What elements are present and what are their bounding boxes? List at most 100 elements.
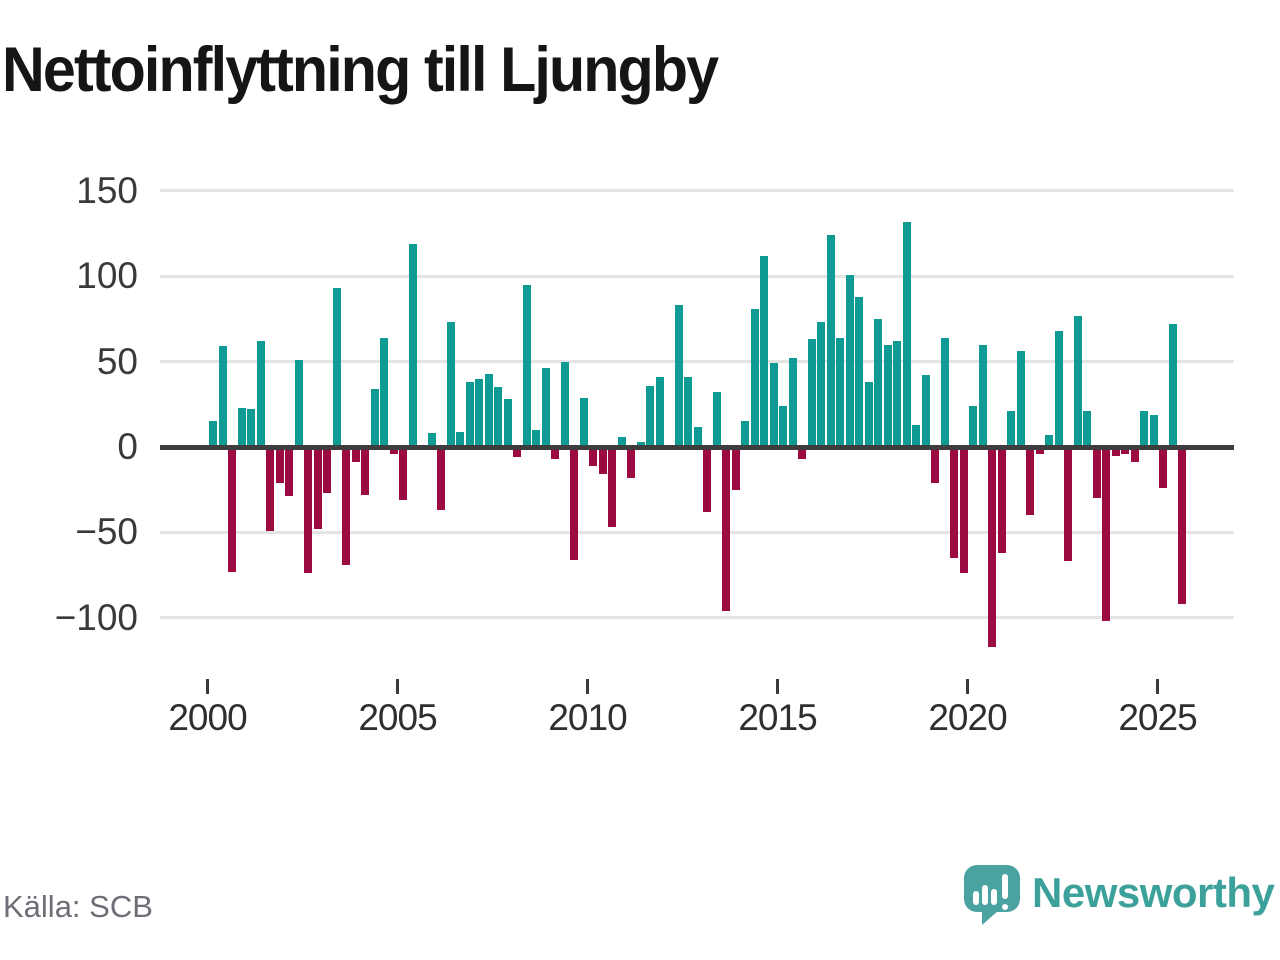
bar-2022-Q2	[1054, 330, 1063, 447]
bar-2001-Q4	[275, 447, 284, 483]
bar-2018-Q3	[912, 424, 920, 447]
bar-2016-Q2	[826, 235, 835, 447]
bar-2015-Q1	[779, 406, 787, 447]
bar-2004-Q3	[380, 337, 388, 447]
bar-2019-Q3	[950, 447, 958, 558]
bar-2004-Q1	[361, 447, 369, 495]
bar-2000-Q3	[228, 447, 236, 572]
bar-2015-Q3	[798, 447, 806, 459]
bar-2010-Q2	[598, 447, 607, 475]
bar-2005-Q2	[408, 243, 417, 447]
bar-2022-Q3	[1064, 447, 1072, 562]
bar-2009-Q4	[579, 397, 588, 447]
x-axis-tick	[776, 679, 779, 694]
bar-2003-Q4	[351, 447, 360, 463]
bar-2011-Q1	[627, 447, 635, 478]
y-axis-tick-label: 150	[76, 169, 138, 211]
bar-2000-Q4	[237, 407, 246, 447]
bar-2001-Q2	[256, 341, 265, 447]
bar-2023-Q3	[1102, 447, 1110, 622]
bar-2018-Q1	[893, 341, 901, 447]
bar-2013-Q3	[722, 447, 730, 611]
brand-name: Newsworthy	[1032, 869, 1275, 916]
bar-2007-Q3	[494, 387, 502, 447]
bar-2021-Q3	[1026, 447, 1034, 516]
x-axis-tick-label: 2005	[358, 697, 437, 738]
bar-2023-Q4	[1111, 447, 1120, 456]
bar-2024-Q2	[1130, 447, 1139, 463]
x-axis-tick-label: 2010	[548, 697, 627, 738]
bar-2007-Q4	[503, 399, 512, 447]
bar-2008-Q2	[522, 284, 531, 447]
bar-2013-Q4	[731, 447, 740, 490]
bar-2020-Q1	[969, 406, 977, 447]
bar-2017-Q4	[883, 344, 892, 447]
bar-2016-Q3	[836, 337, 844, 447]
bar-2007-Q2	[484, 373, 493, 447]
bar-2010-Q4	[617, 436, 626, 447]
bar-2019-Q4	[959, 447, 968, 574]
bar-2017-Q2	[864, 382, 873, 447]
bar-2013-Q1	[703, 447, 711, 512]
bar-2003-Q3	[342, 447, 350, 565]
bar-2020-Q4	[997, 447, 1006, 553]
bar-2008-Q1	[513, 447, 521, 458]
y-gridline	[160, 189, 1234, 193]
bar-2016-Q4	[845, 274, 854, 447]
speech-bubble-icon	[964, 865, 1020, 925]
bar-2018-Q4	[921, 375, 930, 447]
bar-2011-Q4	[655, 377, 664, 447]
bar-2012-Q3	[684, 377, 692, 447]
logo-chart-bar-icon	[991, 889, 997, 905]
y-gridline	[160, 360, 1234, 364]
bar-2002-Q3	[304, 447, 312, 574]
bar-2006-Q2	[446, 322, 455, 447]
bar-2004-Q4	[389, 447, 398, 454]
bar-2011-Q3	[646, 385, 654, 447]
x-axis-tick-label: 2025	[1118, 697, 1197, 738]
bar-2011-Q2	[636, 441, 645, 447]
bar-2004-Q2	[370, 388, 379, 447]
bar-2008-Q4	[541, 368, 550, 447]
bar-2021-Q2	[1016, 351, 1025, 447]
bar-2001-Q1	[247, 409, 255, 447]
bar-2014-Q3	[760, 255, 768, 447]
bar-2025-Q2	[1168, 324, 1177, 447]
x-axis-tick	[1156, 679, 1159, 694]
bar-2009-Q1	[551, 447, 559, 459]
bar-2008-Q3	[532, 429, 540, 447]
bar-2017-Q3	[874, 318, 882, 447]
bar-2022-Q4	[1073, 315, 1082, 447]
chart-title: Nettoinflyttning till Ljungby	[2, 35, 719, 105]
bar-2003-Q2	[332, 288, 341, 447]
x-axis-tick	[396, 679, 399, 694]
bar-2006-Q4	[465, 382, 474, 447]
x-axis-tick-label: 2015	[738, 697, 817, 738]
bar-2019-Q1	[931, 447, 939, 483]
bar-2019-Q2	[940, 337, 949, 447]
y-gridline	[160, 274, 1234, 278]
bar-2025-Q1	[1159, 447, 1167, 488]
bar-2012-Q2	[674, 305, 683, 447]
x-axis-tick-label: 2000	[168, 697, 247, 738]
bar-2009-Q3	[570, 447, 578, 560]
zero-axis-line	[160, 444, 1234, 450]
bar-2005-Q4	[427, 433, 436, 447]
y-axis-tick-label: 0	[117, 426, 138, 467]
bar-2003-Q1	[323, 447, 331, 494]
bar-2014-Q4	[769, 363, 778, 447]
bar-2002-Q1	[285, 447, 293, 497]
bar-2021-Q4	[1035, 447, 1044, 454]
bar-2023-Q2	[1092, 447, 1101, 499]
bar-2014-Q2	[750, 308, 759, 447]
bar-2014-Q1	[741, 421, 749, 447]
y-gridline	[160, 530, 1234, 534]
speech-bubble-tail-icon	[982, 911, 998, 925]
bar-2024-Q1	[1121, 447, 1129, 454]
bar-2015-Q4	[807, 339, 816, 447]
bar-2002-Q2	[294, 359, 303, 447]
bar-2006-Q3	[456, 431, 464, 447]
source-caption: Källa: SCB	[3, 889, 153, 924]
bar-2005-Q1	[399, 447, 407, 500]
